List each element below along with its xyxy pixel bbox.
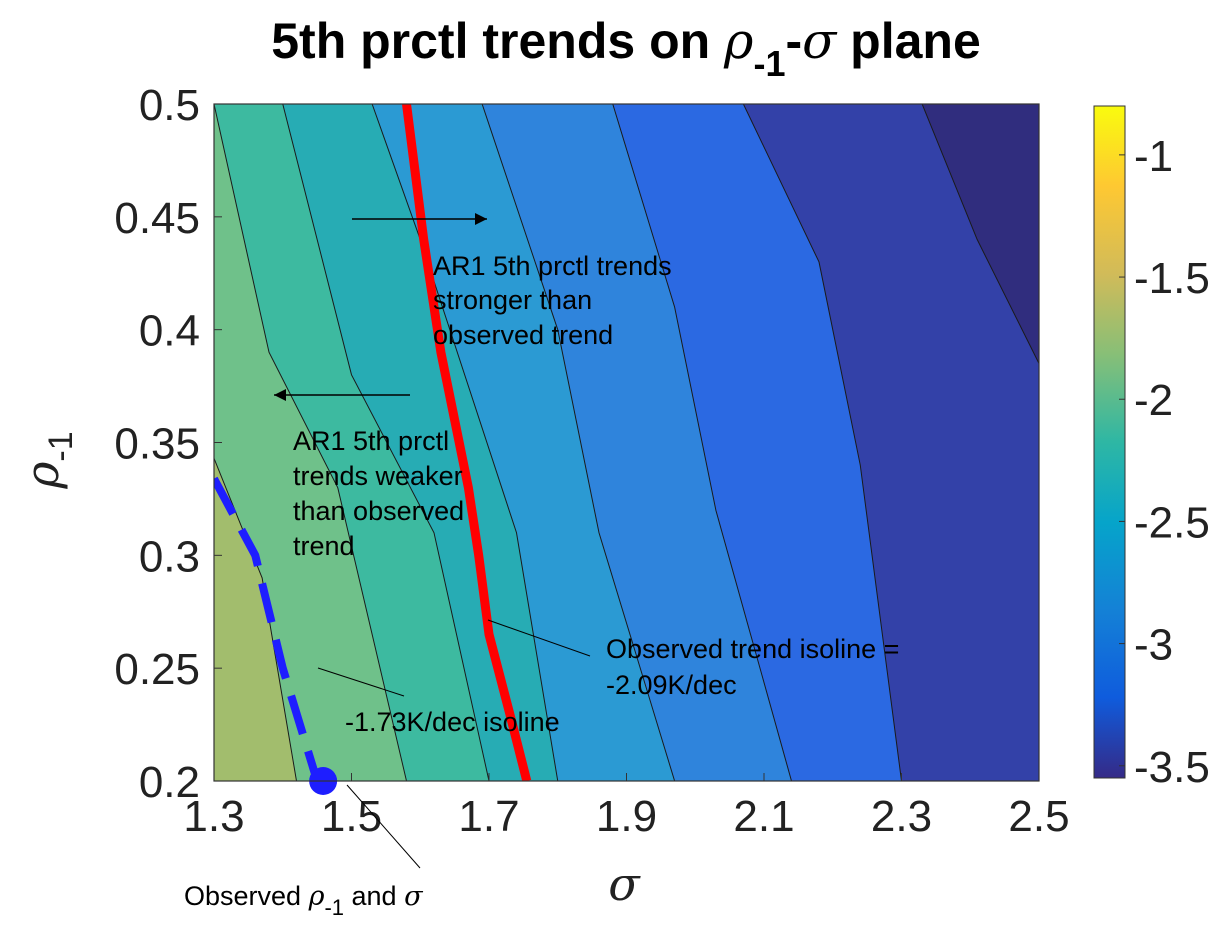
x-tick-label: 2.3 [871,792,932,841]
colorbar-tick-label: -1 [1134,132,1173,181]
observed-trend-line1: Observed trend isoline = [606,634,899,664]
y-tick-label: 0.45 [114,194,200,243]
annotation-observed-point: Observed ρ-1 and σ [184,784,424,920]
contour-line [282,104,490,781]
annotation-stronger-line1: AR1 5th prctl trends [433,251,672,281]
y-tick-label: 0.25 [114,645,200,694]
chart-title: 5th prctl trends on ρ-1-σ plane [271,12,981,84]
observed-trend-isoline [402,104,532,781]
annotation-stronger-line3: observed trend [433,320,613,350]
contour-line [214,104,407,781]
plot-area [214,104,1039,781]
contour-line [921,104,1039,364]
contour-band [922,104,1039,364]
annotation-isoline-173: -1.73K/dec isoline [317,667,560,737]
annotation-stronger-line2: stronger than [433,285,592,315]
contour-line [612,104,792,781]
colorbar-tick-label: -3.5 [1134,743,1210,792]
observed-point-label: Observed ρ-1 and σ [184,881,424,920]
contour-line [371,104,559,781]
isoline-173 [214,476,321,781]
annotation-observed-trend: Observed trend isoline = -2.09K/dec [487,619,899,700]
contour-line [481,104,676,781]
x-axis-label: σ [608,857,641,911]
contour-bands [214,104,1039,781]
observed-trend-line2: -2.09K/dec [606,670,737,700]
isolines [214,104,532,781]
annotation-weaker-line1: AR1 5th prctl [293,426,449,456]
contour-lines [214,104,1039,781]
x-tick-label: 1.7 [458,792,519,841]
colorbar-tick-label: -3 [1134,621,1173,670]
annotation-weaker-line3: than observed [293,496,464,526]
y-tick-label: 0.2 [139,758,200,807]
colorbar-tick-label: -2.5 [1134,498,1210,547]
contour-line [214,458,297,781]
x-tick-label: 2.1 [733,792,794,841]
colorbar-tick-label: -1.5 [1134,254,1210,303]
annotation-weaker: AR1 5th prctl trends weaker than observe… [274,389,464,561]
colorbar [1093,105,1126,779]
y-tick-label: 0.5 [139,81,200,130]
y-tick-label: 0.35 [114,420,200,469]
x-tick-label: 1.5 [321,792,382,841]
annotation-weaker-line4: trend [293,531,355,561]
y-tick-label: 0.3 [139,532,200,581]
observed-trend-leader [487,619,591,657]
y-tick-label: 0.4 [139,307,200,356]
isoline-173-leader [317,667,405,697]
x-axis-ticks: 1.3 1.5 1.7 1.9 2.1 2.3 2.5 [183,773,1070,841]
colorbar-ticks: -1 -1.5 -2 -2.5 -3 -3.5 [1119,132,1210,792]
y-axis-ticks: 0.2 0.25 0.3 0.35 0.4 0.45 0.5 [114,81,222,807]
contour-line [742,104,902,781]
colorbar-tick-label: -2 [1134,376,1173,425]
y-axis-label: ρ-1 [15,431,80,489]
observed-point-leader [346,784,421,869]
x-tick-label: 2.5 [1008,792,1069,841]
x-tick-label: 1.3 [183,792,244,841]
annotation-stronger: AR1 5th prctl trends stronger than obser… [352,213,672,350]
isoline-173-label: -1.73K/dec isoline [345,707,560,737]
x-tick-label: 1.9 [596,792,657,841]
annotation-weaker-line2: trends weaker [293,461,463,491]
contour-band [743,104,1039,781]
